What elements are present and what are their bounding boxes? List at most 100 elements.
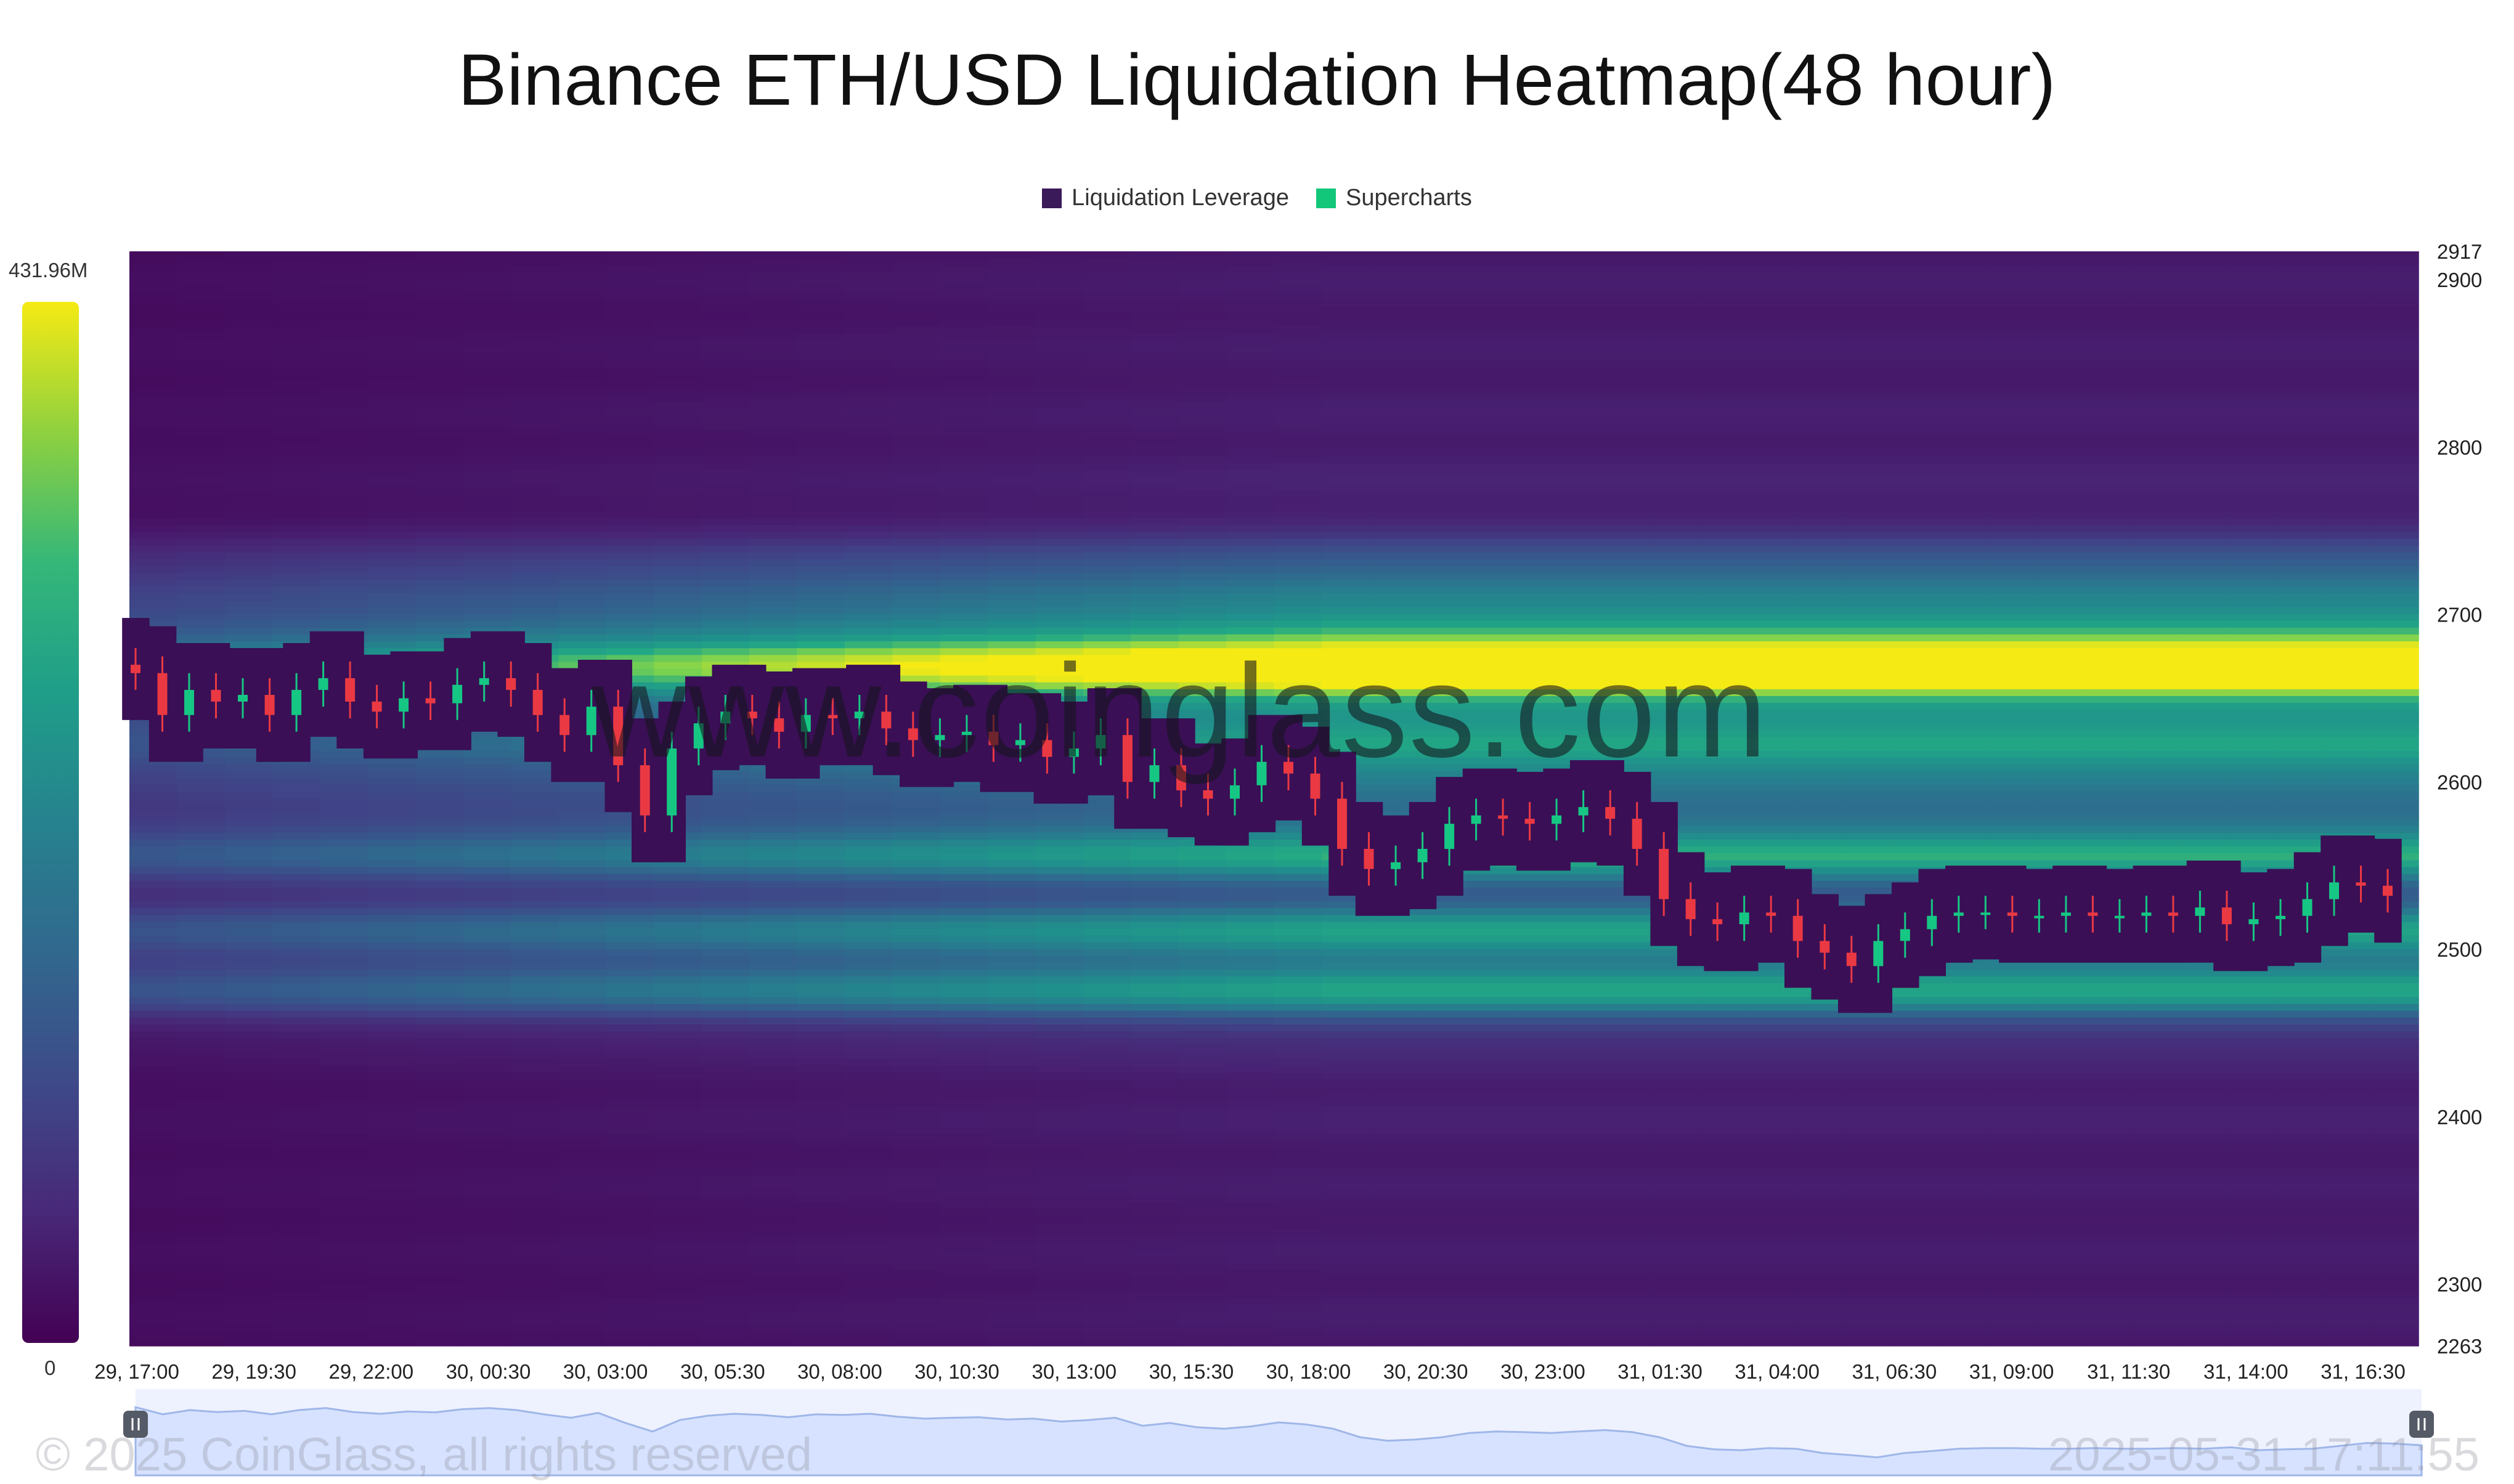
- heatmap-cell: [272, 463, 321, 471]
- heatmap-cell: [1894, 538, 1942, 546]
- heatmap-cell: [2370, 545, 2419, 553]
- heatmap-cell: [2132, 518, 2181, 525]
- heatmap-cell: [224, 764, 273, 772]
- heatmap-cell: [1655, 662, 1704, 670]
- heatmap-cell: [1321, 360, 1370, 368]
- heatmap-cell: [177, 846, 226, 854]
- heatmap-cell: [1703, 251, 1752, 259]
- heatmap-cell: [2227, 443, 2276, 450]
- heatmap-cell: [2036, 757, 2085, 765]
- heatmap-cell: [1417, 744, 1465, 752]
- heatmap-cell: [1465, 538, 1513, 546]
- heatmap-cell: [368, 840, 417, 847]
- heatmap-cell: [558, 634, 607, 642]
- heatmap-cell: [1465, 894, 1513, 902]
- heatmap-cell: [1226, 846, 1275, 854]
- heatmap-cell: [463, 620, 511, 628]
- heatmap-cell: [940, 627, 988, 635]
- heatmap-cell: [320, 463, 368, 471]
- heatmap-cell: [1894, 785, 1942, 792]
- heatmap-cell: [892, 436, 941, 444]
- heatmap-cell: [320, 354, 368, 362]
- heatmap-cell: [749, 456, 798, 464]
- heatmap-cell: [320, 620, 368, 628]
- heatmap-cell: [2323, 511, 2372, 519]
- legend-item-liquidation-leverage[interactable]: Liquidation Leverage: [1042, 185, 1289, 211]
- heatmap-cell: [2227, 620, 2276, 628]
- heatmap-cell: [224, 908, 273, 915]
- heatmap-cell: [1035, 320, 1084, 327]
- heatmap-cell: [2275, 299, 2324, 307]
- heatmap-cell: [463, 819, 511, 827]
- heatmap-cell: [1560, 497, 1609, 505]
- heatmap-cell: [1035, 641, 1084, 649]
- heatmap-cell: [1655, 785, 1704, 792]
- heatmap-cell: [1417, 655, 1465, 662]
- heatmap-cell: [1083, 463, 1132, 471]
- heatmap-cell: [415, 846, 464, 854]
- heatmap-cell: [1751, 285, 1799, 293]
- heatmap-cell: [2132, 559, 2181, 567]
- heatmap-cell: [558, 354, 607, 362]
- heatmap-cell: [2227, 737, 2276, 745]
- heatmap-cell: [2275, 340, 2324, 348]
- heatmap-cell: [224, 880, 273, 888]
- heatmap-cell: [1512, 675, 1561, 683]
- heatmap-cell: [988, 620, 1036, 628]
- heatmap-cell: [1035, 600, 1084, 608]
- heatmap-cell: [1035, 518, 1084, 525]
- heatmap-cell: [511, 764, 559, 772]
- heatmap-cell: [129, 860, 178, 868]
- heatmap-cell: [1798, 880, 1847, 888]
- heatmap-cell: [1417, 730, 1465, 738]
- heatmap-cell: [1989, 846, 2038, 854]
- heatmap-cell: [988, 299, 1036, 307]
- heatmap-cell: [272, 580, 321, 587]
- heatmap-cell: [1703, 853, 1752, 861]
- heatmap-cell: [1369, 566, 1418, 574]
- heatmap-cell: [1512, 620, 1561, 628]
- heatmap-cell: [1751, 265, 1799, 272]
- heatmap-cell: [1512, 367, 1561, 375]
- heatmap-cell: [749, 840, 798, 847]
- heatmap-cell: [558, 874, 607, 882]
- heatmap-cell: [1178, 620, 1227, 628]
- heatmap-cell: [2132, 360, 2181, 368]
- heatmap-cell: [654, 580, 702, 587]
- heatmap-cell: [463, 627, 511, 635]
- heatmap-cell: [1274, 846, 1322, 854]
- heatmap-cell: [844, 614, 893, 622]
- heatmap-cell: [988, 840, 1036, 847]
- heatmap-cell: [1035, 395, 1084, 402]
- heatmap-cell: [511, 456, 559, 464]
- heatmap-cell: [1178, 662, 1227, 670]
- legend-item-supercharts[interactable]: Supercharts: [1316, 185, 1472, 211]
- heatmap-cell: [129, 908, 178, 915]
- heatmap-cell: [511, 292, 559, 300]
- heatmap-cell: [320, 545, 368, 553]
- heatmap-cell: [1989, 374, 2038, 382]
- heatmap-cell: [1703, 860, 1752, 868]
- heatmap-cell: [940, 860, 988, 868]
- heatmap-cell: [1274, 840, 1322, 847]
- heatmap-cell: [940, 908, 988, 915]
- heatmap-cell: [1703, 470, 1752, 478]
- heatmap-cell: [129, 340, 178, 348]
- heatmap-cell: [940, 600, 988, 608]
- heatmap-cell: [1608, 525, 1656, 532]
- heatmap-cell: [1608, 456, 1656, 464]
- heatmap-cell: [1465, 573, 1513, 580]
- heatmap-cell: [797, 518, 845, 525]
- heatmap-cell: [1274, 299, 1322, 307]
- heatmap-cell: [1178, 436, 1227, 444]
- heatmap-cell: [129, 443, 178, 450]
- heatmap-cell: [1369, 456, 1418, 464]
- heatmap-cell: [2036, 450, 2085, 457]
- heatmap-cell: [558, 942, 607, 950]
- heatmap-cell: [2036, 422, 2085, 430]
- heatmap-cell: [1989, 566, 2038, 574]
- heatmap-cell: [606, 490, 655, 498]
- heatmap-cell: [368, 942, 417, 950]
- heatmap-cell: [2370, 354, 2419, 362]
- heatmap-cell: [320, 490, 368, 498]
